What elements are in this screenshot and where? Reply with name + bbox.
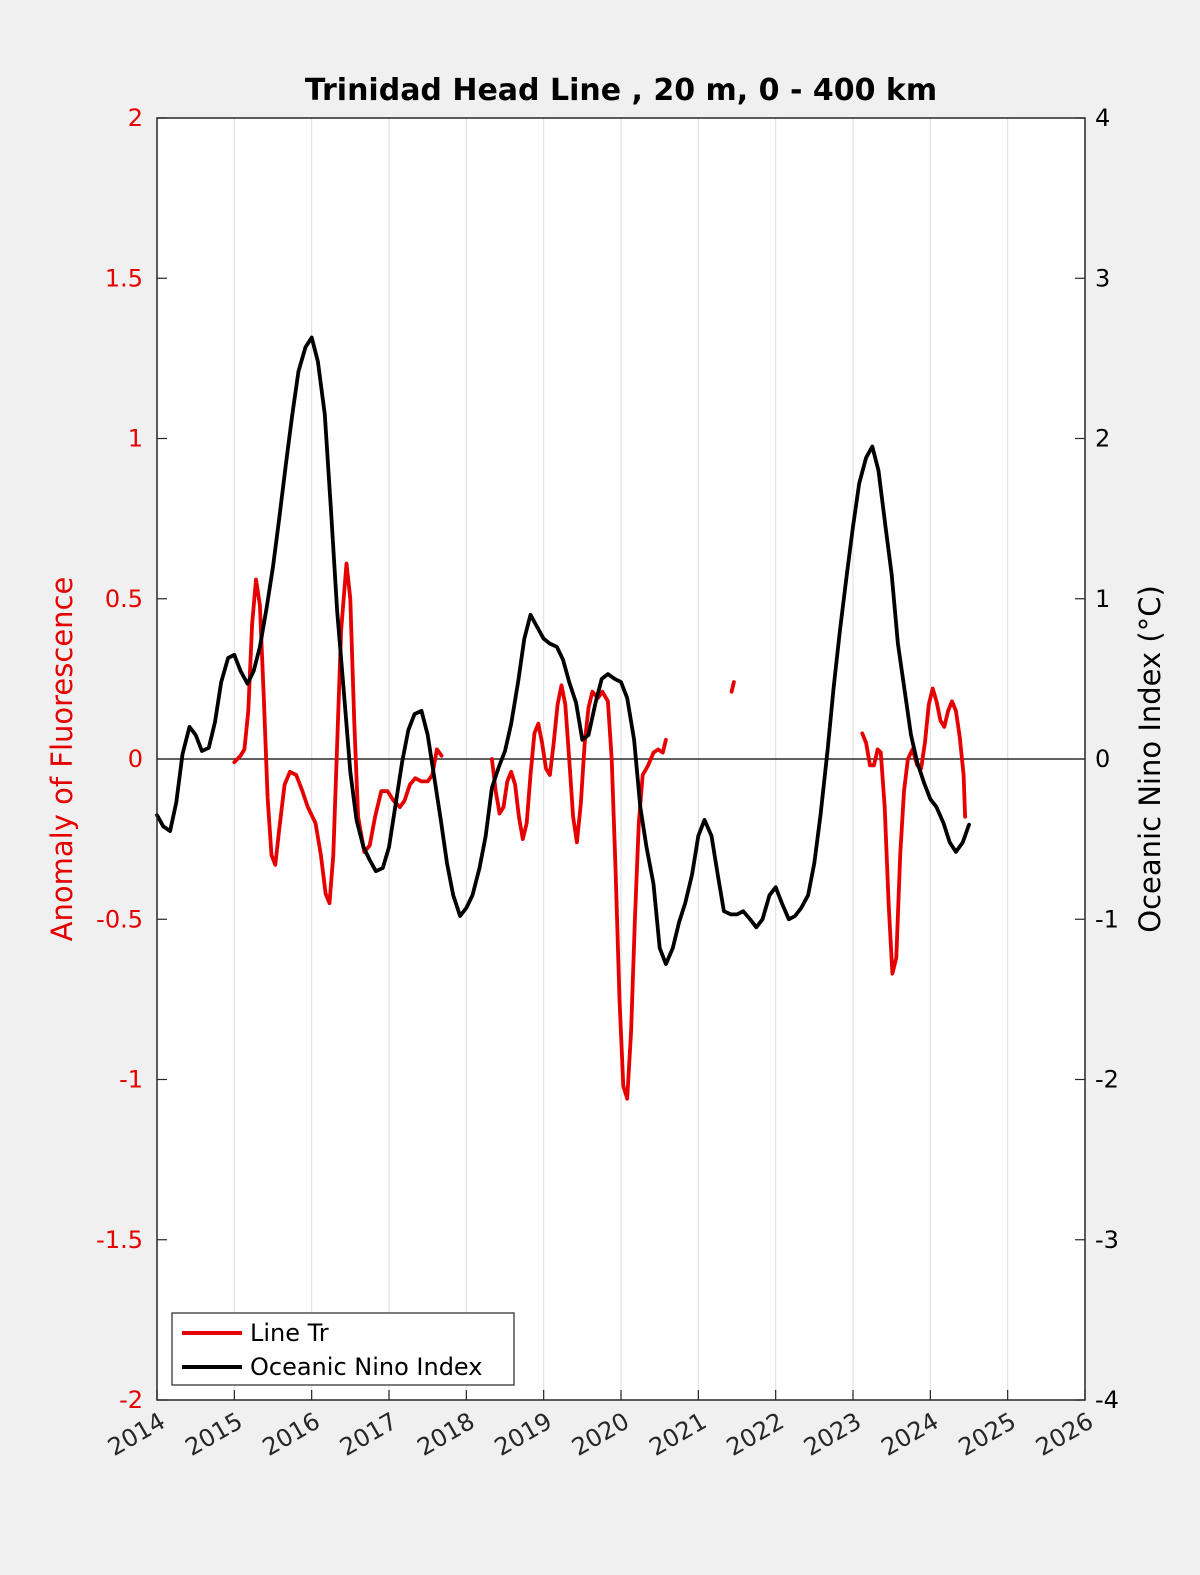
x-tick-label: 2024 (876, 1407, 943, 1462)
x-tick-label: 2018 (412, 1407, 479, 1462)
series-layer (155, 335, 971, 1101)
y-tick-label-left: -1 (119, 1066, 143, 1094)
x-tick-label: 2015 (180, 1407, 247, 1462)
x-tick-label: 2014 (103, 1407, 170, 1462)
series-line-line-tr (729, 680, 736, 694)
y-tick-label-right: -1 (1095, 905, 1119, 933)
y-tick-label-left: -1.5 (96, 1226, 143, 1254)
x-tick-label: 2019 (490, 1407, 557, 1462)
y-tick-label-left: -0.5 (96, 905, 143, 933)
legend-label-oni: Oceanic Nino Index (250, 1353, 482, 1381)
x-tick-label: 2016 (258, 1407, 325, 1462)
y-tick-label-right: 2 (1095, 425, 1110, 453)
x-tick-label: 2025 (954, 1407, 1021, 1462)
x-tick-label: 2017 (335, 1407, 402, 1462)
y-axis-label-left: Anomaly of Fluorescence (45, 577, 79, 942)
legend: Line Tr Oceanic Nino Index (171, 1312, 515, 1386)
x-tick-label: 2022 (722, 1407, 789, 1462)
y-tick-label-right: 3 (1095, 264, 1110, 292)
y-tick-label-right: 4 (1095, 104, 1110, 132)
y-tick-label-right: -3 (1095, 1226, 1119, 1254)
x-tick-label: 2021 (644, 1407, 711, 1462)
y-tick-label-right: -2 (1095, 1066, 1119, 1094)
y-tick-label-right: -4 (1095, 1386, 1119, 1414)
legend-label-line-tr: Line Tr (250, 1319, 329, 1347)
series-line-line-tr (489, 683, 668, 1101)
y-tick-label-left: 2 (128, 104, 143, 132)
y-tick-label-left: 1.5 (105, 264, 143, 292)
x-tick-label: 2020 (567, 1407, 634, 1462)
x-tick-label: 2026 (1031, 1407, 1098, 1462)
y-axis-label-right: Oceanic Nino Index (°C) (1133, 585, 1167, 933)
y-tick-label-left: 0.5 (105, 585, 143, 613)
legend-box (171, 1312, 515, 1386)
series-line-line-tr (232, 561, 444, 906)
y-tick-label-left: -2 (119, 1386, 143, 1414)
series-line-oceanic-nino-index (155, 335, 971, 966)
y-tick-label-right: 0 (1095, 745, 1110, 773)
chart-title: Trinidad Head Line , 20 m, 0 - 400 km (305, 73, 937, 108)
y-tick-label-left: 1 (128, 425, 143, 453)
y-tick-label-left: 0 (128, 745, 143, 773)
x-tick-label: 2023 (799, 1407, 866, 1462)
y-tick-label-right: 1 (1095, 585, 1110, 613)
